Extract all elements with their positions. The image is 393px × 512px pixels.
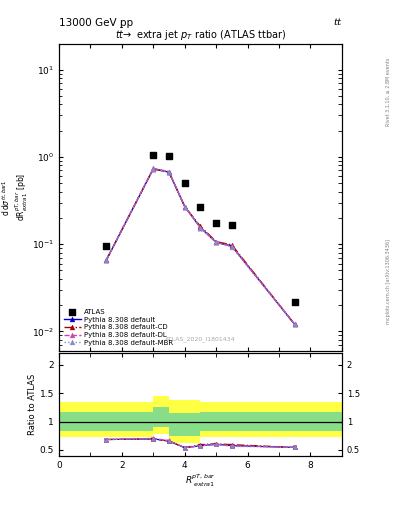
X-axis label: $R^{pT,bar{}}_{\ extra1}$: $R^{pT,bar{}}_{\ extra1}$	[185, 472, 216, 488]
Pythia 8.308 default	[292, 322, 297, 328]
Pythia 8.308 default-MBR	[151, 166, 156, 172]
Pythia 8.308 default-MBR	[230, 244, 234, 250]
Line: Pythia 8.308 default-CD: Pythia 8.308 default-CD	[104, 166, 297, 327]
Pythia 8.308 default-DL	[198, 224, 203, 230]
Pythia 8.308 default	[230, 243, 234, 249]
ATLAS	[166, 152, 172, 160]
Text: 13000 GeV pp: 13000 GeV pp	[59, 18, 133, 28]
Pythia 8.308 default-MBR	[214, 239, 219, 245]
Pythia 8.308 default-DL	[214, 239, 219, 245]
Line: Pythia 8.308 default-DL: Pythia 8.308 default-DL	[104, 166, 297, 327]
Text: Rivet 3.1.10, ≥ 2.8M events: Rivet 3.1.10, ≥ 2.8M events	[386, 58, 391, 126]
Pythia 8.308 default-CD	[214, 239, 219, 245]
Y-axis label: $\mathregular{d}\,\mathregular{d}\sigma^{t\bar{t},bar1}$
$\mathregular{dR}^{pT,b: $\mathregular{d}\,\mathregular{d}\sigma^…	[0, 173, 30, 221]
Pythia 8.308 default	[151, 166, 156, 172]
Legend: ATLAS, Pythia 8.308 default, Pythia 8.308 default-CD, Pythia 8.308 default-DL, P: ATLAS, Pythia 8.308 default, Pythia 8.30…	[62, 308, 174, 347]
Line: Pythia 8.308 default: Pythia 8.308 default	[104, 166, 297, 327]
Pythia 8.308 default-DL	[151, 165, 156, 172]
Pythia 8.308 default-CD	[198, 223, 203, 229]
Pythia 8.308 default-CD	[104, 258, 108, 264]
Text: mcplots.cern.ch [arXiv:1306.3436]: mcplots.cern.ch [arXiv:1306.3436]	[386, 239, 391, 324]
Pythia 8.308 default-DL	[182, 203, 187, 209]
Pythia 8.308 default-MBR	[292, 322, 297, 328]
Pythia 8.308 default-CD	[151, 166, 156, 172]
Pythia 8.308 default-CD	[167, 169, 171, 175]
Pythia 8.308 default-DL	[104, 258, 108, 264]
ATLAS	[197, 202, 204, 210]
Text: ATLAS_2020_I1801434: ATLAS_2020_I1801434	[165, 336, 236, 342]
ATLAS	[229, 221, 235, 229]
Text: tt: tt	[334, 18, 342, 27]
Pythia 8.308 default-DL	[292, 322, 297, 328]
Pythia 8.308 default	[167, 169, 171, 175]
Pythia 8.308 default	[182, 203, 187, 209]
Pythia 8.308 default-MBR	[198, 224, 203, 230]
Pythia 8.308 default-CD	[182, 203, 187, 209]
Pythia 8.308 default-DL	[167, 168, 171, 175]
Pythia 8.308 default-MBR	[182, 203, 187, 209]
Line: Pythia 8.308 default-MBR: Pythia 8.308 default-MBR	[104, 166, 297, 327]
ATLAS	[213, 219, 219, 227]
Pythia 8.308 default	[104, 258, 108, 264]
Pythia 8.308 default-DL	[230, 243, 234, 249]
ATLAS	[182, 179, 188, 187]
Y-axis label: Ratio to ATLAS: Ratio to ATLAS	[28, 374, 37, 435]
ATLAS	[292, 297, 298, 306]
Pythia 8.308 default-CD	[292, 322, 297, 328]
Pythia 8.308 default	[198, 224, 203, 230]
Pythia 8.308 default	[214, 239, 219, 245]
Pythia 8.308 default-CD	[230, 242, 234, 248]
ATLAS	[150, 151, 156, 159]
ATLAS	[103, 242, 109, 250]
Pythia 8.308 default-MBR	[167, 169, 171, 175]
Title: $t\bar{t}\!\rightarrow$ extra jet $p_T$ ratio (ATLAS ttbar): $t\bar{t}\!\rightarrow$ extra jet $p_T$ …	[115, 27, 286, 44]
Pythia 8.308 default-MBR	[104, 258, 108, 264]
